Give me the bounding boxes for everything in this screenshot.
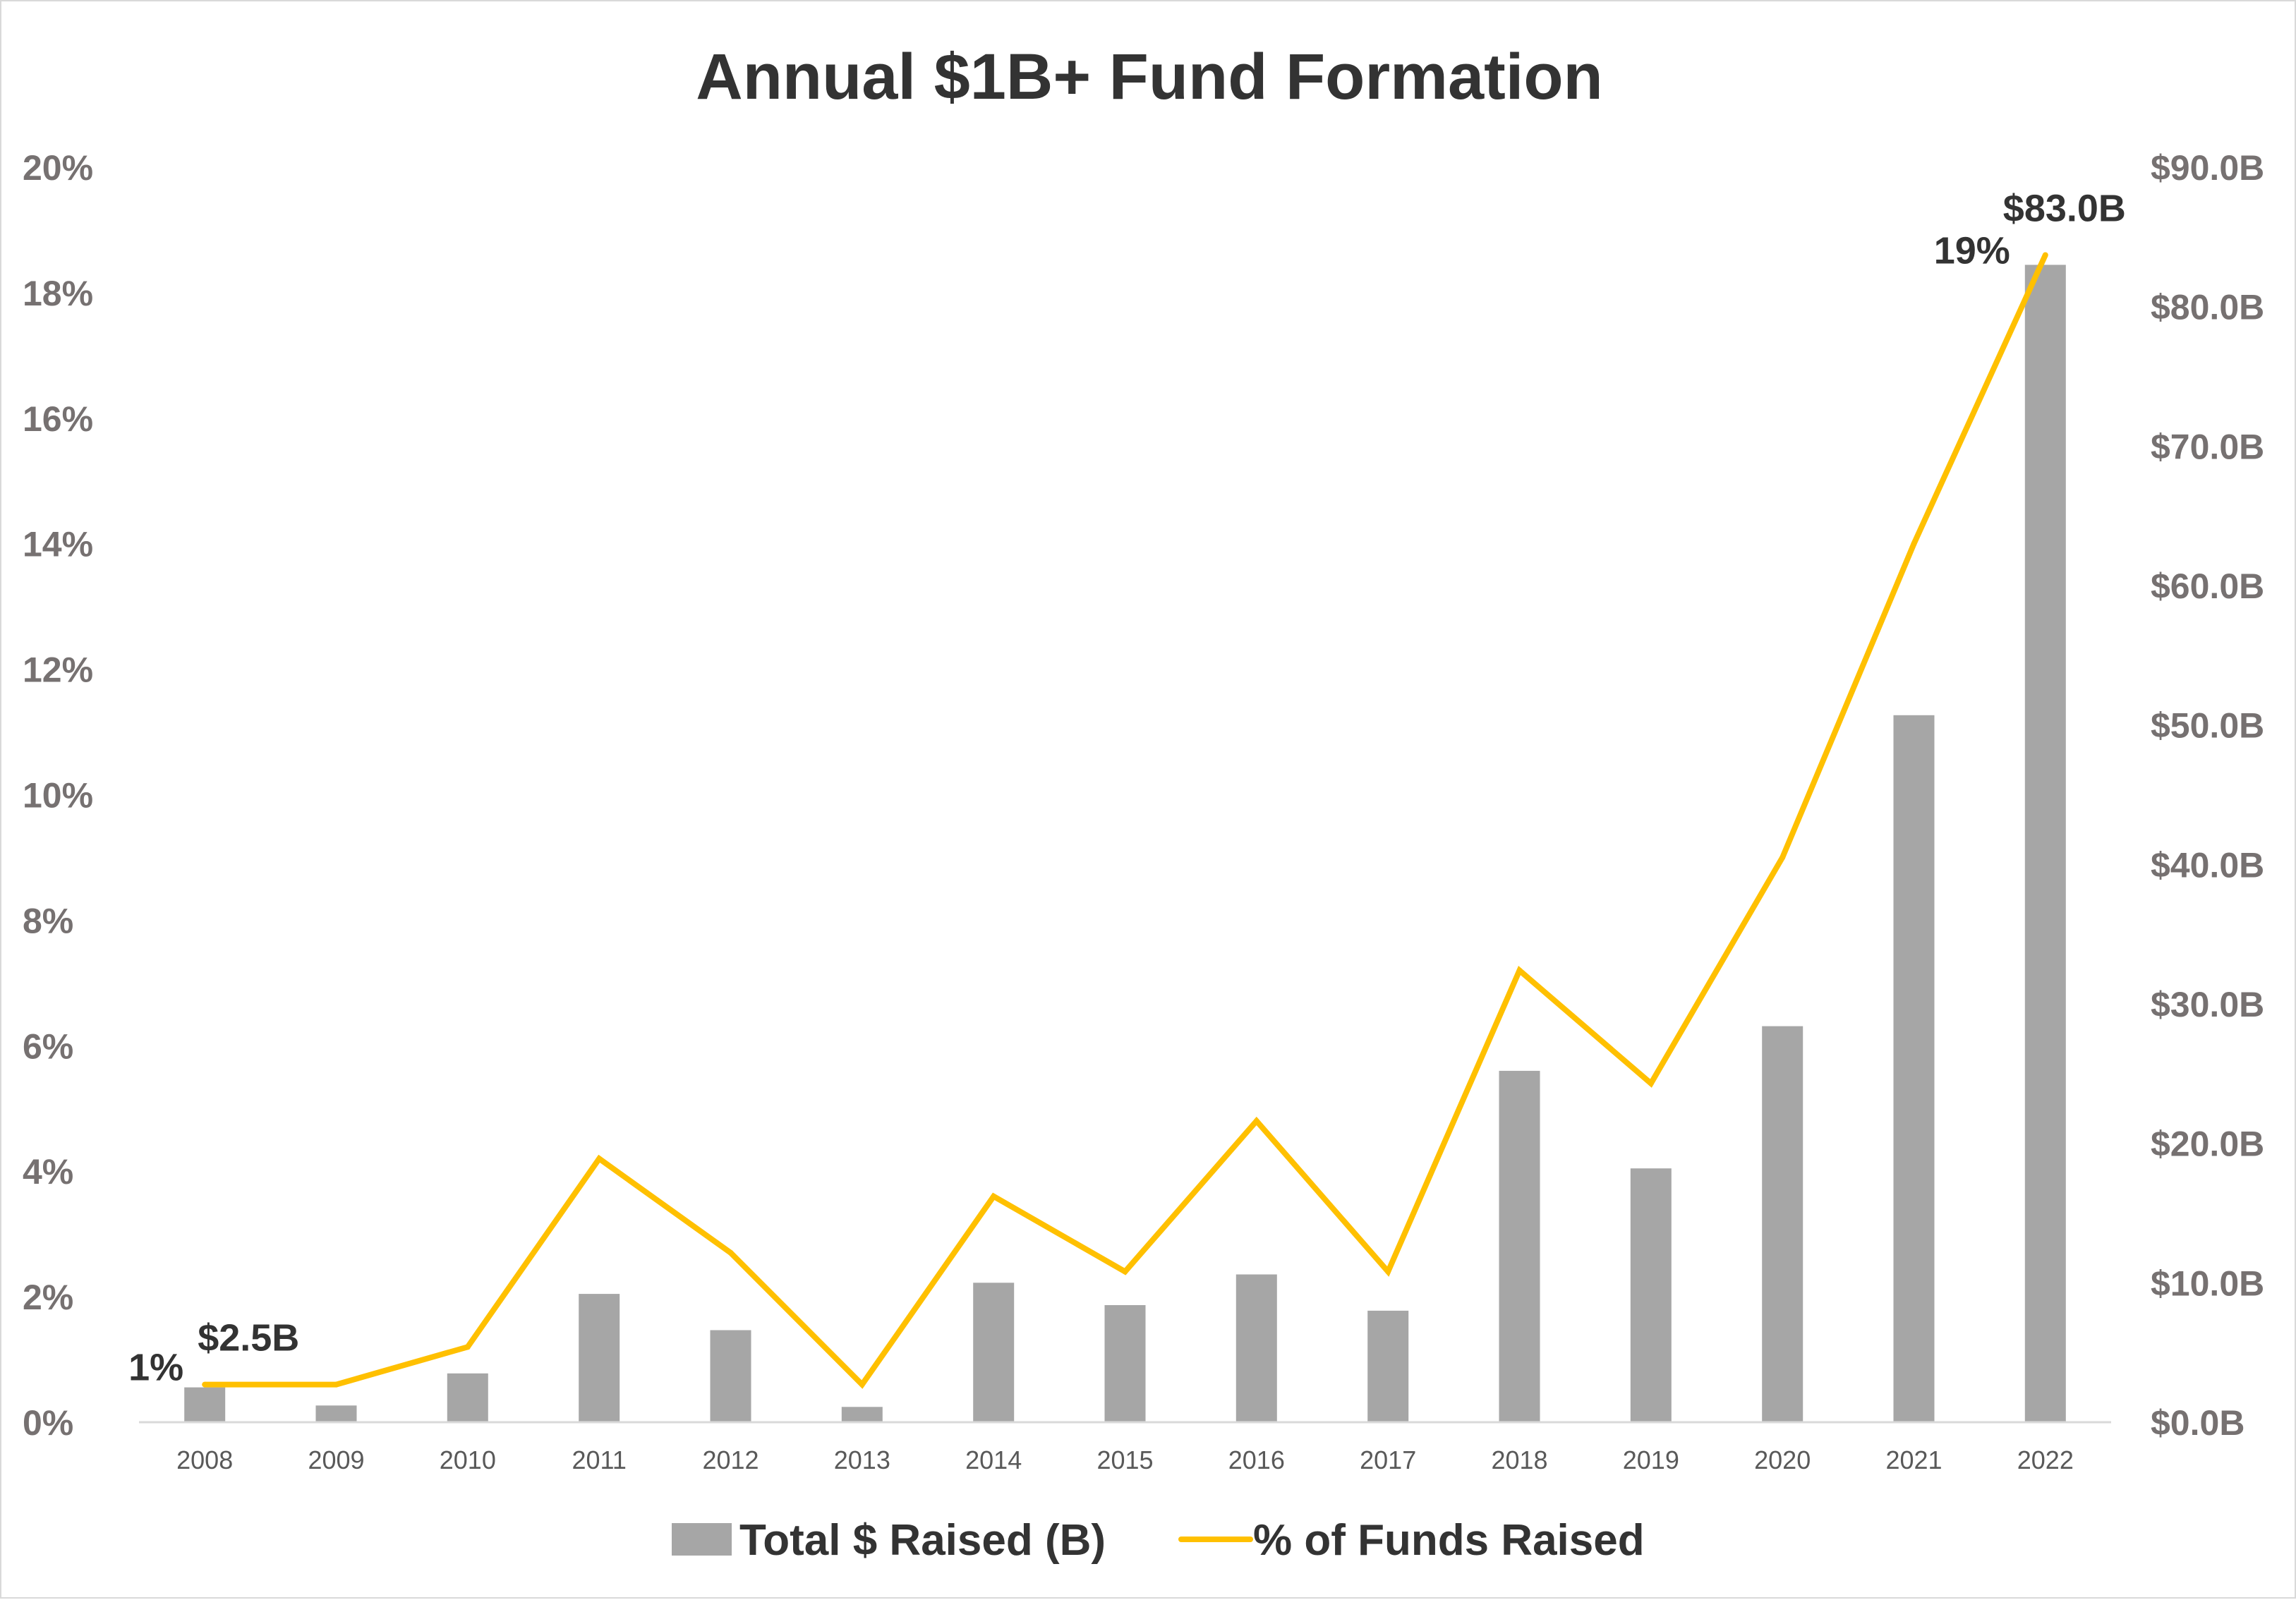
pct-point-2009 [333, 1381, 339, 1388]
bar-2012 [710, 1330, 751, 1422]
x-tick-2022: 2022 [2017, 1446, 2074, 1474]
left-tick-20: 20% [23, 148, 93, 188]
x-tick-2016: 2016 [1228, 1446, 1285, 1474]
pct-point-2017 [1385, 1268, 1391, 1275]
x-tick-2008: 2008 [176, 1446, 233, 1474]
right-tick-20-0b: $20.0B [2151, 1125, 2264, 1164]
pct-point-2010 [464, 1344, 471, 1350]
x-tick-2013: 2013 [834, 1446, 890, 1474]
bar-2019 [1630, 1168, 1672, 1422]
left-tick-10: 10% [23, 776, 93, 816]
x-tick-2021: 2021 [1885, 1446, 1942, 1474]
pct-point-2012 [727, 1249, 734, 1256]
x-tick-2009: 2009 [308, 1446, 364, 1474]
right-tick-30-0b: $30.0B [2151, 985, 2264, 1024]
bar-2022 [2024, 265, 2066, 1422]
left-tick-16: 16% [23, 399, 93, 439]
bar-2013 [841, 1407, 883, 1422]
pct-point-2020 [1780, 854, 1786, 861]
x-tick-2020: 2020 [1754, 1446, 1811, 1474]
bar-2020 [1762, 1026, 1803, 1422]
left-tick-4: 4% [23, 1152, 73, 1192]
data-label-1-2008: 1% [128, 1347, 183, 1389]
x-axis-ticks: 2008 2009 2010 2011 2012 2013 2014 2015 2016 2017… [176, 1446, 2074, 1474]
pct-point-2013 [859, 1381, 865, 1388]
pct-point-2015 [1122, 1268, 1128, 1275]
pct-point-2011 [596, 1156, 603, 1162]
right-tick-50-0b: $50.0B [2151, 706, 2264, 746]
legend-label-pct-funds: % of Funds Raised [1253, 1516, 1645, 1565]
bar-2009 [315, 1405, 357, 1422]
pct-point-2014 [991, 1193, 997, 1199]
bar-2016 [1235, 1274, 1277, 1422]
left-tick-8: 8% [23, 901, 73, 940]
chart-title: Annual $1B+ Fund Formation [696, 41, 1602, 113]
bar-2015 [1104, 1305, 1146, 1422]
x-tick-2015: 2015 [1096, 1446, 1153, 1474]
right-tick-60-0b: $60.0B [2151, 566, 2264, 606]
pct-point-2019 [1648, 1080, 1654, 1086]
bar-2018 [1499, 1070, 1540, 1422]
pct-point-2022 [2042, 252, 2048, 258]
x-tick-2010: 2010 [440, 1446, 496, 1474]
pct-point-2018 [1516, 967, 1523, 974]
data-label-83-0b-2022: $83.0B [2003, 187, 2126, 229]
x-tick-2011: 2011 [572, 1446, 626, 1474]
bar-2010 [447, 1373, 488, 1422]
data-label-2-5b-2008: $2.5B [198, 1317, 299, 1359]
bar-2017 [1367, 1310, 1409, 1422]
data-label-19-2022: 19% [1934, 230, 2010, 272]
x-tick-2014: 2014 [965, 1446, 1022, 1474]
bar-2014 [973, 1283, 1015, 1422]
left-tick-12: 12% [23, 650, 93, 690]
right-tick-0-0b: $0.0B [2151, 1403, 2244, 1443]
right-tick-10-0b: $10.0B [2151, 1263, 2264, 1303]
x-tick-2017: 2017 [1360, 1446, 1416, 1474]
left-tick-2: 2% [23, 1278, 73, 1317]
right-axis-ticks: $0.0B $10.0B $20.0B $30.0B $40.0B $50.0B $60.0… [2151, 148, 2264, 1443]
pct-point-2021 [1911, 540, 1917, 547]
bar-2011 [579, 1294, 620, 1422]
pct-point-2016 [1253, 1118, 1259, 1124]
right-tick-80-0b: $80.0B [2151, 288, 2264, 327]
pct-point-2008 [202, 1381, 208, 1388]
right-tick-40-0b: $40.0B [2151, 845, 2264, 885]
left-tick-6: 6% [23, 1026, 73, 1066]
bars-layer [184, 265, 2066, 1422]
legend: Total $ Raised (B) % of Funds Raised [672, 1516, 1645, 1565]
annotations-layer: 1% $2.5B 19%$83.0B [128, 187, 2126, 1388]
legend-label-total-raised: Total $ Raised (B) [739, 1516, 1106, 1565]
bar-2021 [1893, 715, 1935, 1422]
x-tick-2018: 2018 [1491, 1446, 1547, 1474]
right-tick-70-0b: $70.0B [2151, 427, 2264, 466]
x-tick-2019: 2019 [1623, 1446, 1679, 1474]
right-tick-90-0b: $90.0B [2151, 148, 2264, 188]
legend-swatch-total-raised [672, 1523, 732, 1556]
left-tick-18: 18% [23, 274, 93, 313]
line-layer [202, 252, 2048, 1389]
left-axis-ticks: 0% 2% 4% 6% 8% 10% 12% 14% 16% 18% 20% [23, 148, 93, 1443]
left-tick-0: 0% [23, 1403, 73, 1443]
bar-2008 [184, 1387, 226, 1422]
x-tick-2012: 2012 [702, 1446, 759, 1474]
left-tick-14: 14% [23, 525, 93, 564]
